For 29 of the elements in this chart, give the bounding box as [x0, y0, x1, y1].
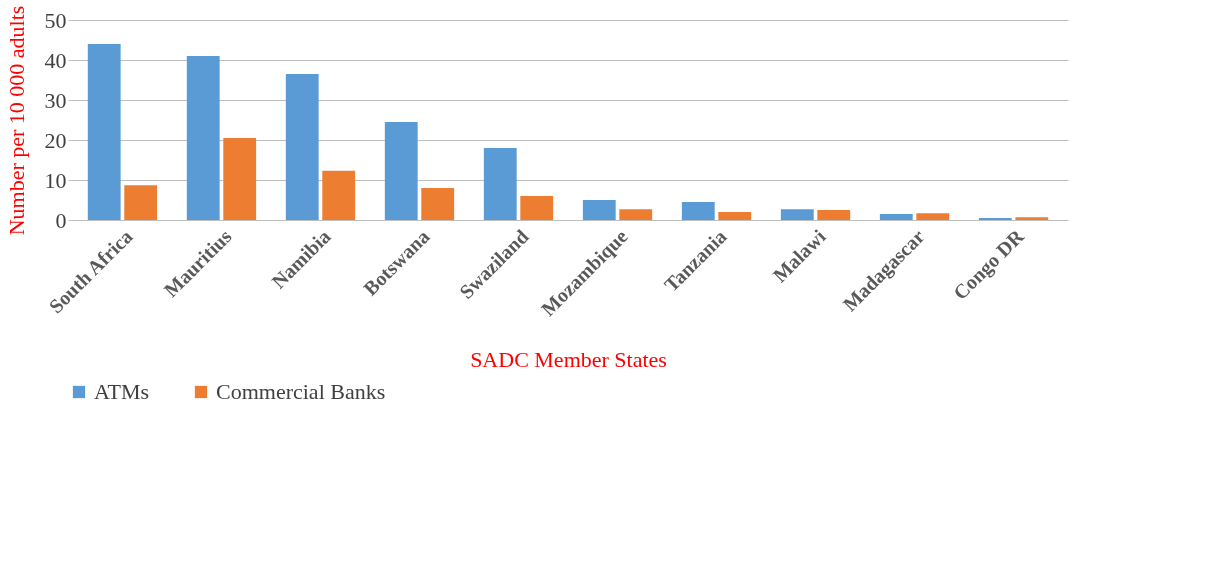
- y-tick-label: 0: [55, 207, 67, 233]
- bar: [879, 214, 913, 220]
- y-tick-label: 10: [44, 167, 67, 193]
- y-tick-label: 50: [44, 7, 67, 33]
- bar: [817, 210, 851, 220]
- bar: [582, 200, 616, 220]
- bar: [520, 196, 554, 220]
- y-axis-title: Number per 10 000 adults: [3, 5, 29, 236]
- bar: [285, 74, 319, 220]
- bar: [223, 138, 257, 220]
- legend-label: ATMs: [94, 379, 150, 404]
- x-axis-title: SADC Member States: [470, 346, 667, 372]
- bar: [916, 213, 950, 220]
- bar: [780, 209, 814, 220]
- bar: [384, 122, 418, 220]
- y-tick-label: 20: [44, 127, 67, 153]
- legend-label: Commercial Banks: [216, 379, 386, 404]
- bar: [322, 170, 356, 220]
- y-tick-label: 40: [44, 47, 67, 73]
- bar: [124, 185, 158, 220]
- bar: [186, 56, 220, 220]
- bar: [87, 44, 121, 220]
- bar: [1015, 217, 1049, 220]
- bar: [681, 202, 715, 220]
- bar: [421, 188, 455, 220]
- bar: [619, 209, 653, 220]
- bar: [718, 212, 752, 220]
- bar: [483, 148, 517, 220]
- y-tick-label: 30: [44, 87, 67, 113]
